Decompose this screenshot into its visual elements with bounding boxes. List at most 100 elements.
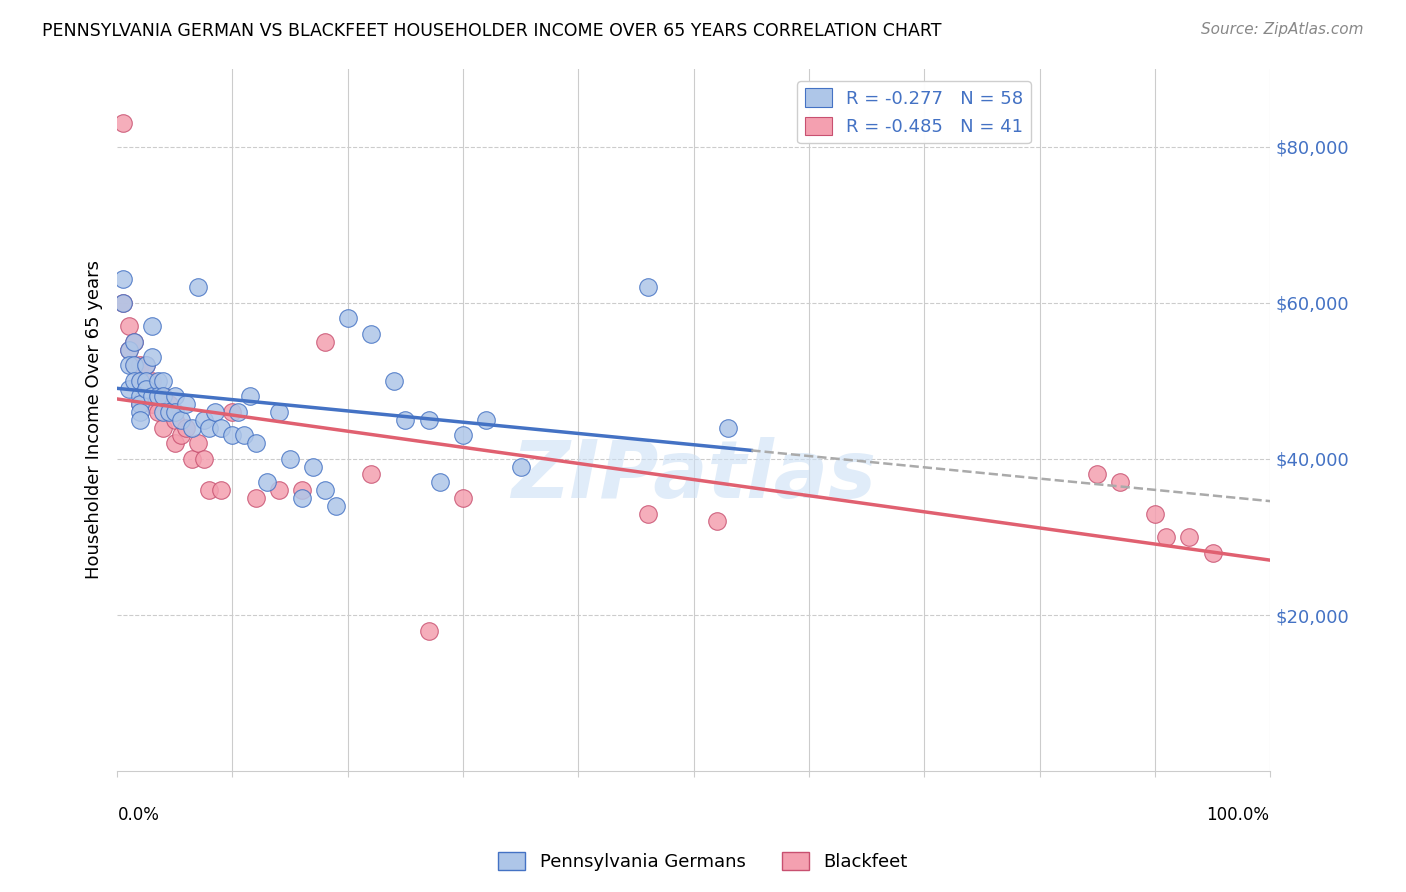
- Point: [314, 334, 336, 349]
- Point: [637, 507, 659, 521]
- Point: [129, 413, 152, 427]
- Point: [360, 467, 382, 482]
- Point: [129, 374, 152, 388]
- Point: [209, 483, 232, 497]
- Point: [717, 420, 740, 434]
- Point: [169, 428, 191, 442]
- Point: [135, 358, 157, 372]
- Point: [135, 374, 157, 388]
- Point: [146, 405, 169, 419]
- Point: [118, 343, 141, 357]
- Point: [1109, 475, 1132, 490]
- Point: [163, 413, 186, 427]
- Y-axis label: Householder Income Over 65 years: Householder Income Over 65 years: [86, 260, 103, 579]
- Point: [129, 389, 152, 403]
- Point: [141, 351, 163, 365]
- Point: [267, 483, 290, 497]
- Point: [256, 475, 278, 490]
- Point: [1085, 467, 1108, 482]
- Point: [418, 624, 440, 638]
- Point: [325, 499, 347, 513]
- Point: [129, 358, 152, 372]
- Point: [302, 459, 325, 474]
- Point: [198, 483, 221, 497]
- Point: [267, 405, 290, 419]
- Point: [429, 475, 451, 490]
- Point: [314, 483, 336, 497]
- Point: [509, 459, 531, 474]
- Point: [187, 436, 209, 450]
- Point: [118, 358, 141, 372]
- Point: [146, 389, 169, 403]
- Point: [152, 405, 174, 419]
- Point: [152, 389, 174, 403]
- Point: [141, 389, 163, 403]
- Point: [111, 295, 134, 310]
- Point: [111, 116, 134, 130]
- Point: [382, 374, 405, 388]
- Point: [163, 436, 186, 450]
- Point: [124, 374, 146, 388]
- Text: Source: ZipAtlas.com: Source: ZipAtlas.com: [1201, 22, 1364, 37]
- Point: [291, 483, 314, 497]
- Point: [111, 272, 134, 286]
- Point: [124, 358, 146, 372]
- Point: [135, 382, 157, 396]
- Point: [124, 334, 146, 349]
- Point: [221, 428, 243, 442]
- Point: [278, 451, 301, 466]
- Point: [157, 397, 180, 411]
- Point: [193, 413, 215, 427]
- Point: [187, 280, 209, 294]
- Point: [291, 491, 314, 505]
- Point: [233, 428, 256, 442]
- Point: [245, 491, 267, 505]
- Point: [129, 397, 152, 411]
- Point: [152, 420, 174, 434]
- Text: 0.0%: 0.0%: [118, 806, 160, 824]
- Point: [181, 451, 204, 466]
- Point: [1156, 530, 1178, 544]
- Point: [152, 374, 174, 388]
- Text: PENNSYLVANIA GERMAN VS BLACKFEET HOUSEHOLDER INCOME OVER 65 YEARS CORRELATION CH: PENNSYLVANIA GERMAN VS BLACKFEET HOUSEHO…: [42, 22, 942, 40]
- Point: [394, 413, 416, 427]
- Point: [135, 358, 157, 372]
- Point: [451, 491, 474, 505]
- Point: [124, 334, 146, 349]
- Point: [141, 397, 163, 411]
- Point: [418, 413, 440, 427]
- Point: [1201, 545, 1223, 559]
- Point: [239, 389, 262, 403]
- Point: [204, 405, 226, 419]
- Point: [198, 420, 221, 434]
- Point: [169, 413, 191, 427]
- Point: [129, 405, 152, 419]
- Point: [1143, 507, 1166, 521]
- Point: [146, 374, 169, 388]
- Point: [111, 295, 134, 310]
- Point: [163, 389, 186, 403]
- Legend: Pennsylvania Germans, Blackfeet: Pennsylvania Germans, Blackfeet: [491, 845, 915, 879]
- Point: [181, 420, 204, 434]
- Point: [221, 405, 243, 419]
- Point: [1178, 530, 1201, 544]
- Point: [118, 319, 141, 334]
- Point: [157, 405, 180, 419]
- Legend: R = -0.277   N = 58, R = -0.485   N = 41: R = -0.277 N = 58, R = -0.485 N = 41: [797, 81, 1031, 144]
- Point: [360, 326, 382, 341]
- Point: [176, 420, 198, 434]
- Point: [118, 382, 141, 396]
- Point: [118, 343, 141, 357]
- Point: [176, 397, 198, 411]
- Point: [245, 436, 267, 450]
- Point: [706, 514, 728, 528]
- Point: [141, 374, 163, 388]
- Point: [475, 413, 498, 427]
- Point: [193, 451, 215, 466]
- Point: [451, 428, 474, 442]
- Point: [141, 319, 163, 334]
- Text: ZIPatlas: ZIPatlas: [512, 437, 876, 515]
- Point: [163, 405, 186, 419]
- Point: [226, 405, 249, 419]
- Point: [637, 280, 659, 294]
